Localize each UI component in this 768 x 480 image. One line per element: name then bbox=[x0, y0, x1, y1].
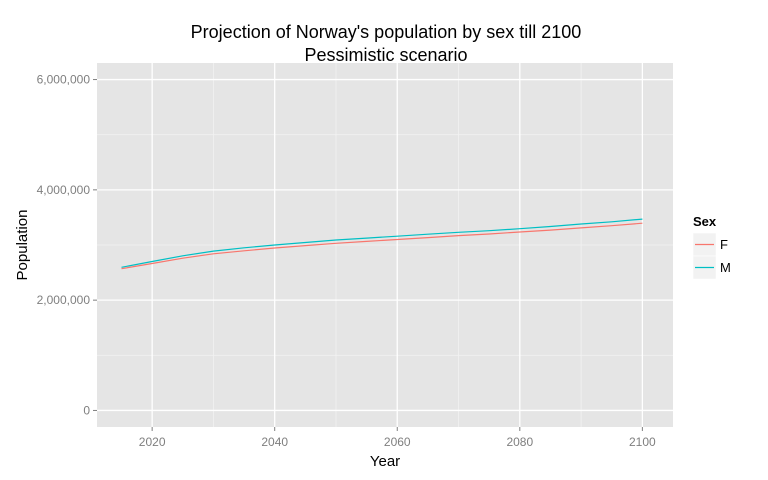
x-tick-label: 2100 bbox=[629, 435, 656, 449]
y-tick-label: 0 bbox=[83, 403, 90, 417]
y-axis: 0 2,000,000 4,000,000 6,000,000 bbox=[37, 73, 97, 417]
x-tick-label: 2080 bbox=[506, 435, 533, 449]
series-layer bbox=[121, 218, 643, 270]
legend-title: Sex bbox=[693, 214, 717, 229]
x-tick-label: 2060 bbox=[384, 435, 411, 449]
series-line-M bbox=[121, 218, 643, 268]
x-tick-label: 2040 bbox=[261, 435, 288, 449]
y-tick-label: 4,000,000 bbox=[37, 183, 91, 197]
y-tick-label: 6,000,000 bbox=[37, 73, 91, 87]
grid bbox=[97, 63, 673, 427]
x-axis: 2020 2040 2060 2080 2100 bbox=[139, 427, 656, 449]
legend-label-M: M bbox=[720, 260, 731, 275]
chart-subtitle: Pessimistic scenario bbox=[304, 45, 467, 65]
series-line-F bbox=[121, 222, 643, 270]
x-axis-title: Year bbox=[370, 453, 400, 470]
y-axis-title: Population bbox=[14, 210, 31, 281]
chart-title: Projection of Norway's population by sex… bbox=[191, 22, 582, 42]
x-tick-label: 2020 bbox=[139, 435, 166, 449]
y-tick-label: 2,000,000 bbox=[37, 293, 91, 307]
legend: Sex FM bbox=[692, 214, 731, 280]
legend-label-F: F bbox=[720, 237, 728, 252]
